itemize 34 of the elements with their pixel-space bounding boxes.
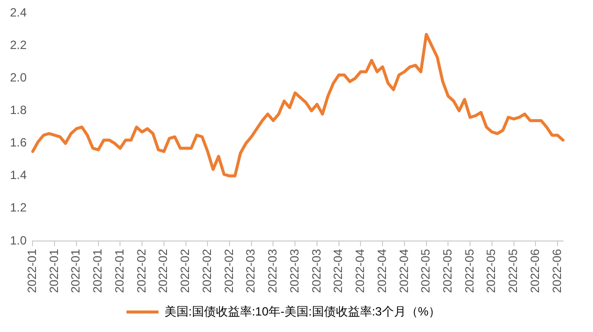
x-tick-label: 2022-05 (506, 248, 520, 294)
y-tick-label: 2.0 (10, 70, 27, 85)
x-tick-label: 2022-01 (90, 248, 105, 294)
x-tick-label: 2022-06 (550, 248, 564, 294)
x-tick-label: 2022-05 (462, 248, 476, 294)
x-tick-label: 2022-02 (156, 248, 170, 294)
x-tick-label: 2022-02 (134, 248, 148, 294)
x-tick-label: 2022-01 (24, 248, 39, 294)
x-tick-label: 2022-04 (396, 248, 411, 294)
x-tick-label: 2022-04 (374, 248, 389, 294)
x-tick-label: 2022-04 (353, 248, 368, 294)
x-tick-label: 2022-01 (68, 248, 83, 294)
y-tick-label: 1.8 (10, 103, 27, 118)
x-tick-label: 2022-05 (440, 248, 454, 294)
legend-label: 美国:国债收益率:10年-美国:国债收益率:3个月（%） (164, 304, 441, 318)
x-tick-label: 2022-03 (309, 248, 324, 294)
x-tick-label: 2022-05 (418, 248, 433, 294)
y-tick-label: 1.2 (10, 200, 27, 215)
x-tick-label: 2022-01 (46, 248, 61, 294)
x-tick-label: 2022-03 (244, 248, 258, 294)
y-tick-label: 2.4 (10, 6, 27, 20)
x-tick-label: 2022-01 (112, 248, 126, 294)
x-tick-label: 2022-06 (528, 248, 542, 294)
y-tick-label: 2.2 (10, 38, 27, 52)
x-tick-label: 2022-03 (287, 248, 302, 294)
x-tick-label: 2022-03 (266, 248, 280, 294)
y-tick-label: 1.4 (10, 168, 27, 182)
x-tick-label: 2022-02 (222, 248, 236, 294)
y-tick-label: 1.0 (10, 233, 27, 248)
x-tick-label: 2022-05 (484, 248, 498, 294)
x-tick-label: 2022-04 (331, 248, 346, 294)
y-tick-label: 1.6 (10, 136, 27, 150)
x-tick-label: 2022-02 (178, 248, 192, 294)
x-tick-label: 2022-02 (200, 248, 214, 294)
